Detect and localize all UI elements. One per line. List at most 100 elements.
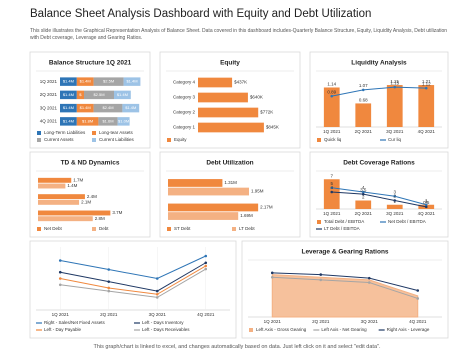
data-label: 2 — [393, 194, 396, 199]
bar — [323, 179, 340, 209]
bar — [198, 122, 264, 133]
legend-label: Left - Days Receivables — [142, 327, 190, 332]
line — [272, 272, 418, 291]
data-label: $1.8M — [82, 118, 93, 123]
category-label: 3Q 2021 — [40, 105, 58, 110]
data-label: $1.4M — [63, 92, 74, 97]
legend-label: ST Debt — [174, 226, 191, 231]
legend-label: Current Assets — [44, 137, 74, 142]
legend-swatch — [317, 220, 321, 224]
point — [155, 277, 159, 280]
line — [60, 268, 207, 298]
data-label: 1.31M — [224, 180, 237, 185]
category-label: Category 1 — [173, 125, 196, 130]
data-label: 1.95M — [251, 189, 264, 194]
point — [58, 270, 62, 274]
point — [393, 85, 397, 89]
category-label: 1Q 2021 — [40, 79, 58, 84]
data-label: 1.21 — [422, 79, 431, 84]
data-label: 1.12 — [422, 81, 431, 86]
point — [330, 94, 334, 98]
legend-swatch — [167, 227, 171, 231]
data-label: 5 — [330, 181, 333, 186]
bar-segment — [76, 90, 84, 100]
data-label: 0.5 — [423, 200, 430, 205]
data-label: $845K — [266, 125, 279, 130]
bar — [386, 204, 403, 209]
legend-label: Right Axis - Leverage — [387, 327, 430, 332]
legend-label: Equity — [174, 137, 187, 142]
data-label: 4 — [330, 185, 333, 190]
line — [331, 187, 427, 206]
x-tick-label: 4Q 2021 — [418, 211, 436, 216]
legend-label: LT Debt — [239, 226, 255, 231]
point — [424, 86, 428, 90]
point — [204, 264, 208, 268]
bar-segment — [60, 103, 77, 113]
panel-title: Debt Utilization — [206, 160, 253, 167]
legend-swatch — [92, 138, 96, 142]
bar — [168, 187, 249, 196]
data-label: 2.4M — [87, 194, 97, 199]
legend-label: Left Axis - Net Gearing — [321, 327, 367, 332]
category-label: 2Q 2021 — [40, 92, 58, 97]
line — [331, 191, 427, 208]
x-tick-label: 3Q 2021 — [149, 312, 167, 317]
x-tick-label: 2Q 2021 — [312, 319, 330, 324]
data-label: 4 — [362, 185, 365, 190]
legend-label: Left Axis - Gross Gearing — [256, 327, 307, 332]
legend-label: LT Debt / EBITDA — [324, 226, 360, 231]
bar — [386, 85, 403, 127]
bar — [168, 212, 239, 220]
legend-swatch — [92, 227, 96, 231]
point — [270, 271, 274, 275]
legend-swatch — [92, 131, 96, 135]
point — [204, 267, 208, 271]
legend-label: Long-tear Assets — [99, 130, 134, 135]
legend-label: Quick liq — [324, 137, 342, 142]
point — [319, 278, 323, 282]
data-label: $1.4M — [117, 92, 128, 97]
point — [58, 259, 62, 262]
data-label: $1.6M — [102, 118, 113, 123]
data-label: 1.69M — [240, 213, 253, 218]
line — [60, 265, 207, 295]
bar-segment — [60, 77, 77, 86]
point — [367, 276, 371, 280]
bar — [355, 103, 372, 127]
data-label: $1.4M — [80, 105, 91, 110]
point — [361, 192, 365, 196]
point — [107, 280, 111, 283]
panel-title: Liquidity Analysis — [351, 60, 407, 67]
panel — [29, 240, 237, 339]
point — [107, 286, 111, 290]
data-label: $1.4M — [63, 118, 74, 123]
point — [58, 277, 62, 280]
panel-title: Balance Structure 1Q 2021 — [49, 60, 132, 67]
data-label: 1 — [425, 198, 428, 203]
point — [58, 283, 62, 287]
category-label: 4Q 2021 — [40, 119, 58, 124]
data-label: 3 — [393, 189, 396, 194]
point — [361, 88, 365, 92]
line — [331, 86, 427, 97]
point — [361, 190, 365, 194]
bar — [198, 92, 248, 103]
data-label: 0.89 — [327, 89, 336, 94]
point — [393, 199, 397, 202]
legend-label: Net Debt / EBITDA — [388, 219, 426, 224]
bar — [38, 183, 66, 189]
category-label: Category 3 — [173, 95, 196, 100]
point — [393, 194, 397, 198]
bar — [168, 203, 259, 212]
data-label: $1.4M — [125, 105, 136, 110]
data-label: 1.7M — [73, 177, 83, 182]
x-tick-label: 1Q 2021 — [52, 312, 70, 317]
legend-label: Cur liq — [388, 137, 402, 142]
point — [424, 205, 428, 209]
legend-label: Net Debt — [44, 226, 63, 231]
page-title: Balance Sheet Analysis Dashboard with Eq… — [30, 8, 372, 20]
data-label: 7 — [330, 173, 333, 178]
data-label: 2.1M — [81, 200, 91, 205]
